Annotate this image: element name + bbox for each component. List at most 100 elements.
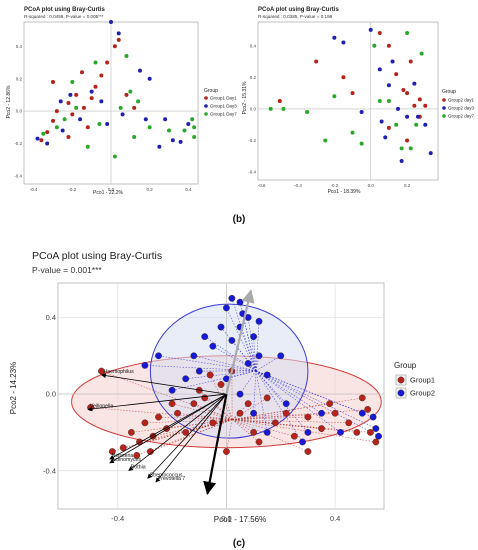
loading-vector-arrow	[225, 289, 255, 395]
panel2-xtick-label: -0.4	[294, 183, 302, 188]
panel3-point-group2	[372, 425, 380, 432]
panel3-point-group1	[127, 428, 135, 436]
panel1-point-group1-day3	[116, 31, 121, 36]
panel1-point-group1-day3	[60, 128, 65, 133]
panel3-spider-line	[226, 307, 257, 371]
panel3-point-group1	[372, 438, 380, 446]
panel3-subtitle: P-value = 0.001***	[32, 265, 102, 275]
panel3-point-group2	[223, 304, 230, 312]
panel3-spider-line	[255, 370, 376, 429]
legend-marker	[442, 114, 446, 118]
legend-marker	[442, 106, 446, 110]
panel2-point-group2-day7	[414, 122, 419, 127]
panel3-point-group2	[358, 409, 366, 417]
panel3-point-group2	[263, 428, 271, 436]
panel3-point-group1	[182, 428, 190, 436]
panel2-point-group2-day7	[386, 99, 391, 103]
panel3-point-group1	[304, 448, 312, 455]
panel3-spider-line	[255, 370, 303, 443]
pcoa-panel-combined: PCoA plot using Bray-Curtis P-value = 0.…	[9, 250, 435, 524]
panel1-ytick-label: 0.2	[16, 76, 23, 81]
panel1-point-group1-day3	[163, 117, 168, 122]
panel1-point-group1-day3	[138, 68, 142, 73]
panel3-spider-line	[255, 355, 281, 372]
panel1-point-group1-day3	[178, 139, 183, 144]
panel2-point-group2-day7	[405, 31, 410, 36]
loading-vector-arrow	[87, 393, 227, 412]
panel3-spider-line	[131, 419, 233, 433]
panel1-point-group1-day7	[136, 99, 141, 104]
panel2-point-group2-day7	[350, 130, 355, 135]
panel2-point-group2-day7	[408, 146, 413, 151]
panel3-spider-line	[144, 419, 233, 424]
panel2-point-group2-day1	[412, 103, 417, 108]
panel2-point-group2-day7	[305, 110, 310, 115]
panel3-point-group2	[236, 298, 244, 306]
loading-vector-arrow	[155, 393, 227, 483]
panel1-point-group1-day1	[39, 138, 44, 143]
panel3-point-group2	[244, 360, 252, 367]
panel3-ylabel: Pco2 - 14.23%	[9, 362, 18, 414]
panel3-point-group1	[318, 425, 325, 432]
legend-label: Group1 Day3	[210, 104, 237, 109]
panel3-point-group2	[141, 361, 149, 369]
panel3-xtick-label: 0.0	[221, 514, 231, 523]
panel3-spider-line	[232, 403, 330, 420]
panel3-point-group2	[190, 352, 198, 360]
legend-label: Group2 day7	[448, 114, 475, 119]
panel3-point-group1	[223, 448, 230, 455]
panel2-point-group2-day3	[390, 59, 395, 64]
panel3-spider-line	[255, 370, 268, 433]
panel1-xtick-label: 0.0	[108, 187, 115, 192]
panel1-point-group1-day3	[105, 122, 110, 127]
panel2-xtick-label: -0.2	[330, 183, 338, 188]
panel3-point-group1	[326, 400, 334, 408]
panel3-spider-line	[220, 384, 233, 420]
panel2-point-group2-day3	[368, 27, 373, 32]
panel2-point-group2-day3	[423, 122, 428, 127]
panel1-point-group1-day3	[170, 138, 175, 143]
panel3-point-group2	[263, 371, 271, 379]
panel3-point-group1	[119, 444, 127, 452]
panel1-point-group1-day7	[118, 105, 123, 110]
panel1-point-group1-day3	[35, 136, 40, 141]
panel1-point-group1-day1	[89, 96, 94, 101]
panel1-point-group1-day7	[192, 135, 197, 140]
panel1-point-group1-day1	[132, 105, 137, 110]
panel3-spider-line	[101, 370, 233, 420]
panel2-point-group2-day7	[394, 122, 399, 127]
panel3-ytick-label: 0.4	[46, 313, 56, 322]
panel1-point-group1-day7	[124, 54, 129, 59]
panel3-point-group1	[201, 394, 209, 402]
panel3-point-group1	[244, 400, 252, 408]
panel1-ytick-label: -0.2	[14, 141, 22, 146]
panel1-point-group1-day7	[112, 154, 117, 159]
panel2-point-group2-day1	[405, 138, 410, 143]
pcoa-panel-group2: PCoA plot using Bray-Curtis R-squared : …	[242, 7, 475, 195]
panel3-spider-line	[231, 298, 257, 371]
panel3-point-group2	[299, 438, 306, 446]
legend-label: Group2 day3	[448, 106, 475, 111]
panel1-subtitle: R-squared : 0.0459, P-value = 0.005***	[24, 14, 104, 19]
panel3-point-group1	[353, 428, 361, 436]
panel3-point-group1	[255, 438, 263, 446]
panel3-point-group2	[277, 352, 285, 360]
panel3-spider-line	[255, 321, 260, 371]
panel2-point-group2-day1	[350, 91, 355, 96]
panel2-xlabel: Pco1 - 18.39%	[328, 189, 361, 195]
panel3-spider-line	[166, 419, 233, 429]
panel3-point-group2	[255, 317, 263, 325]
panel3-point-group1	[367, 428, 374, 436]
loading-vector-label: Streptococcus	[150, 472, 183, 478]
panel1-point-group1-day7	[190, 117, 195, 122]
panel1-point-group1-day7	[74, 105, 79, 110]
panel2-point-group2-day1	[277, 99, 282, 103]
panel3-point-group2	[304, 428, 312, 436]
panel1-ytick-label: 0.0	[16, 109, 23, 114]
panel2-xtick-label: 0.0	[368, 183, 375, 188]
panel1-ytick-label: 0.4	[16, 44, 23, 49]
panel1-point-group1-day1	[51, 118, 55, 123]
panel3-title: PCoA plot using Bray-Curtis	[32, 250, 162, 262]
panel1-point-group1-day7	[54, 125, 59, 130]
loading-vector-label: Rothia	[131, 465, 146, 471]
